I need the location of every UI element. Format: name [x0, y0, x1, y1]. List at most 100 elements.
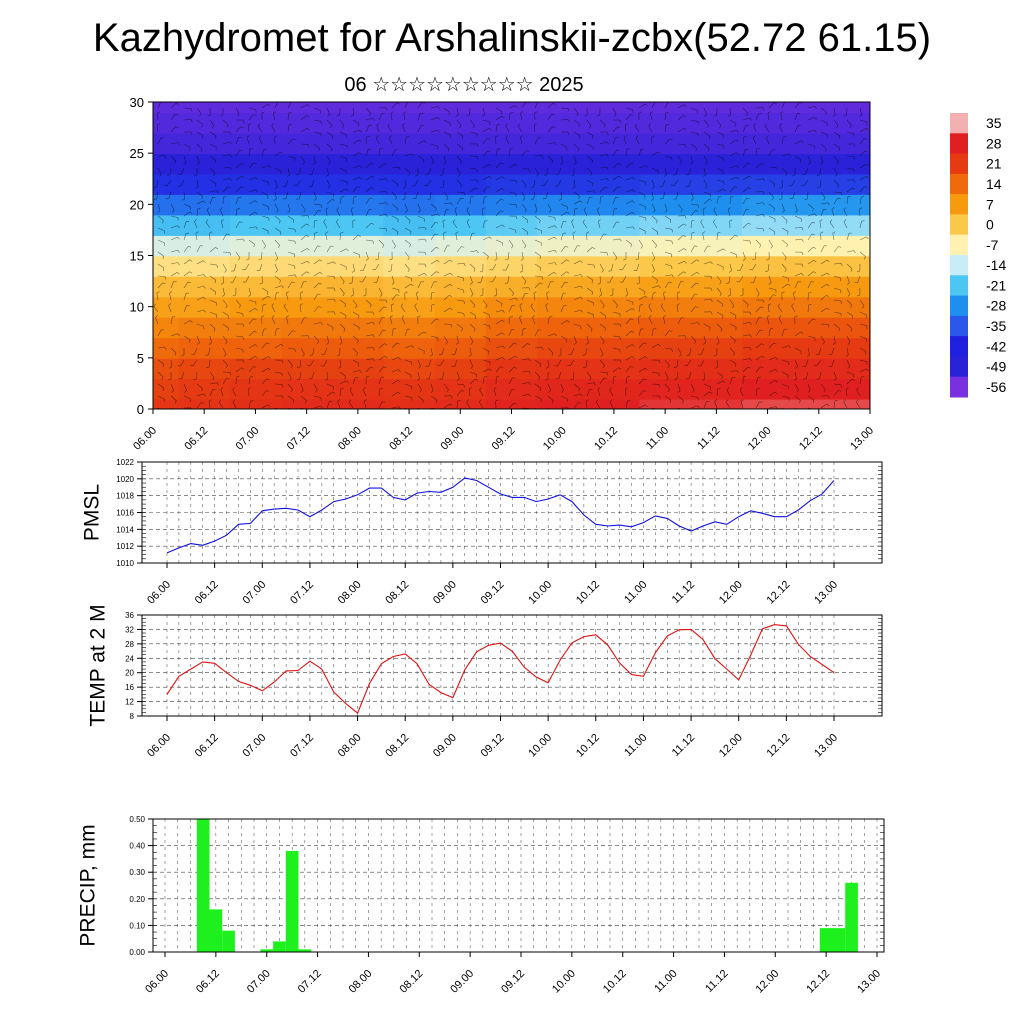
- wind-barb: [404, 239, 411, 245]
- wind-barb-flag: [515, 180, 518, 184]
- wind-barb-flag: [372, 322, 375, 325]
- wind-barb-flag: [213, 172, 216, 176]
- wind-barb-flag: [748, 187, 752, 190]
- wind-barb-flag: [369, 197, 373, 199]
- wind-barb: [547, 236, 555, 241]
- heat-cell: [383, 357, 436, 380]
- wind-barb-flag: [573, 162, 577, 165]
- wind-barb-flag: [355, 305, 358, 309]
- wind-barb-flag: [351, 270, 355, 273]
- wind-barb: [430, 155, 434, 163]
- heat-cell: [588, 378, 641, 400]
- wind-barb-flag: [502, 224, 505, 228]
- colorbar-swatch: [950, 315, 968, 337]
- wind-barb: [482, 377, 485, 385]
- wind-barb: [781, 239, 788, 245]
- x-tick-label: 06.00: [145, 732, 173, 760]
- wind-barb: [573, 131, 581, 136]
- wind-barb: [156, 293, 159, 301]
- wind-barb: [807, 260, 815, 265]
- wind-barb-flag: [697, 322, 700, 326]
- wind-barb: [739, 263, 744, 271]
- wind-barb: [417, 125, 422, 133]
- wind-barb-flag: [843, 399, 846, 402]
- wind-barb: [621, 263, 627, 271]
- wind-barb: [443, 143, 450, 149]
- wind-barb: [768, 406, 776, 409]
- wind-barb-flag: [461, 328, 463, 332]
- heat-cell: [153, 296, 180, 318]
- wind-barb-flag: [541, 347, 544, 351]
- wind-barb-flag: [466, 219, 470, 222]
- wind-barb-flag: [336, 219, 339, 223]
- heat-cell: [793, 296, 846, 318]
- wind-barb-flag: [266, 342, 270, 345]
- wind-barb-flag: [418, 366, 421, 369]
- wind-barb-flag: [468, 354, 472, 357]
- wind-barb: [300, 317, 305, 325]
- wind-barb: [612, 126, 618, 133]
- wind-barb-flag: [203, 200, 206, 204]
- heat-cell: [742, 112, 794, 134]
- panel-frame: [152, 818, 885, 953]
- wind-barb: [339, 131, 347, 136]
- wind-barb: [443, 191, 449, 198]
- wind-barb-flag: [704, 114, 707, 117]
- wind-barb-flag: [801, 273, 804, 276]
- wind-barb-flag: [520, 135, 523, 138]
- wind-barb: [651, 191, 654, 199]
- wind-barb-flag: [195, 186, 199, 189]
- wind-barb-flag: [838, 147, 840, 152]
- wind-barb: [285, 179, 289, 187]
- wind-barb-flag: [331, 198, 335, 201]
- wind-barb-flag: [670, 184, 674, 186]
- wind-barb: [586, 389, 590, 397]
- wind-barb: [235, 376, 237, 385]
- wind-barb-flag: [768, 282, 772, 285]
- wind-barb: [351, 275, 354, 283]
- wind-barb: [495, 239, 503, 243]
- wind-barb-flag: [241, 367, 245, 370]
- wind-barb: [673, 179, 679, 186]
- wind-barb-flag: [631, 356, 635, 359]
- wind-barb-flag: [574, 207, 578, 210]
- wind-barb-flag: [762, 214, 765, 217]
- wind-barb-flag: [261, 111, 265, 114]
- heat-cell: [178, 112, 231, 134]
- wind-barb-flag: [350, 114, 354, 117]
- wind-barb-flag: [357, 186, 361, 188]
- wind-barb: [599, 119, 606, 125]
- heat-y-tick-label: 30: [130, 95, 144, 110]
- wind-barb-flag: [602, 341, 605, 345]
- wind-barb: [430, 117, 438, 121]
- wind-barb: [378, 227, 387, 229]
- wind-barb-flag: [524, 185, 527, 189]
- wind-barb: [442, 371, 445, 379]
- wind-barb-flag: [164, 276, 167, 280]
- wind-barb: [534, 203, 538, 211]
- wind-barb: [716, 311, 724, 316]
- y-axis-label: PRECIP, mm: [77, 824, 100, 946]
- wind-barb: [755, 213, 763, 217]
- heat-cell: [690, 255, 743, 277]
- wind-barb-flag: [505, 135, 509, 138]
- wind-barb: [482, 208, 484, 217]
- wind-barb-flag: [861, 220, 865, 222]
- wind-barb-flag: [336, 354, 340, 357]
- wind-barb-flag: [447, 148, 450, 152]
- wind-barb-flag: [865, 176, 869, 179]
- wind-barb: [660, 306, 666, 313]
- wind-barb-flag: [519, 270, 523, 273]
- wind-barb-flag: [300, 390, 304, 393]
- heat-cell: [281, 378, 333, 400]
- wind-barb: [820, 383, 826, 390]
- wind-barb-flag: [747, 222, 751, 225]
- wind-barb-flag: [289, 377, 292, 381]
- wind-barb: [729, 165, 737, 169]
- wind-barb: [495, 251, 498, 259]
- wind-barb-flag: [220, 387, 224, 390]
- wind-barb-flag: [232, 294, 236, 297]
- wind-barb: [716, 155, 724, 159]
- wind-barb: [469, 167, 477, 170]
- wind-barb: [755, 317, 760, 325]
